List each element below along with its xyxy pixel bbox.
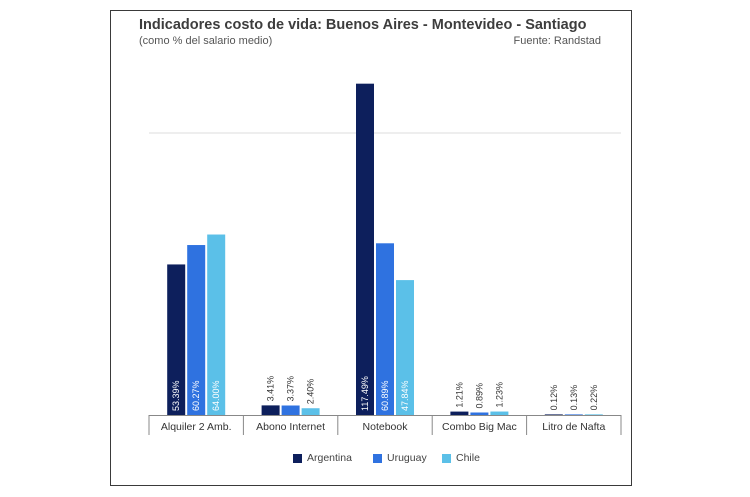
legend-swatch-chile [442, 453, 451, 463]
chart-source: Fuente: Randstad [513, 35, 601, 47]
bar-chile-alquiler-2-amb [207, 234, 226, 415]
category-label-combo-big-mac: Combo Big Mac [442, 421, 517, 433]
bar-chile-notebook [396, 280, 414, 415]
value-label-uruguay-combo-big-mac: 0.89% [474, 383, 484, 409]
bar-chile-abono-internet [301, 408, 320, 415]
bar-argentina-combo-big-mac [450, 411, 469, 415]
bar-uruguay-litro-de-nafta [564, 414, 583, 415]
value-label-argentina-alquiler-2-amb: 53.39% [171, 380, 181, 411]
bar-uruguay-abono-internet [281, 405, 300, 415]
legend-label-chile: Chile [456, 452, 480, 464]
category-label-abono-internet: Abono Internet [256, 421, 325, 433]
bar-chile-litro-de-nafta [584, 414, 603, 415]
category-label-alquiler-2-amb: Alquiler 2 Amb. [161, 421, 232, 433]
value-label-chile-alquiler-2-amb: 64.00% [211, 380, 221, 411]
legend-label-uruguay: Uruguay [387, 452, 427, 464]
value-label-argentina-litro-de-nafta: 0.12% [549, 385, 559, 411]
chart-subtitle: (como % del salario medio) [139, 35, 273, 47]
value-label-chile-litro-de-nafta: 0.22% [589, 385, 599, 411]
legend-label-argentina: Argentina [307, 452, 352, 464]
legend-item-argentina: Argentina [293, 452, 352, 464]
category-label-litro-de-nafta: Litro de Nafta [542, 421, 605, 433]
bar-chile-combo-big-mac [490, 411, 509, 415]
legend-item-uruguay: Uruguay [373, 452, 427, 464]
bar-chart: 53.39% 60.27% 64.00% 3.41% 3.37% 2.40% 117.49%… [148, 83, 622, 435]
bar-argentina-abono-internet [261, 405, 280, 415]
value-label-chile-combo-big-mac: 1.23% [494, 382, 504, 408]
legend-swatch-argentina [293, 453, 302, 463]
bar-uruguay-alquiler-2-amb [187, 245, 206, 415]
bar-argentina-alquiler-2-amb [167, 264, 186, 415]
bar-uruguay-notebook [376, 243, 394, 415]
value-label-argentina-notebook: 117.49% [360, 376, 370, 411]
category-label-notebook: Notebook [363, 421, 409, 433]
legend-item-chile: Chile [442, 452, 480, 464]
value-label-uruguay-notebook: 60.89% [380, 380, 390, 411]
bar-argentina-litro-de-nafta [544, 414, 563, 415]
value-label-uruguay-abono-internet: 3.37% [286, 376, 296, 402]
value-label-argentina-combo-big-mac: 1.21% [454, 382, 464, 408]
legend-swatch-uruguay [373, 453, 382, 463]
value-label-chile-abono-internet: 2.40% [306, 379, 316, 405]
value-label-chile-notebook: 47.84% [400, 380, 410, 411]
bar-argentina-notebook [356, 83, 374, 416]
bar-uruguay-combo-big-mac [470, 412, 489, 415]
chart-frame: Indicadores costo de vida: Buenos Aires … [110, 10, 632, 486]
value-label-uruguay-litro-de-nafta: 0.13% [569, 385, 579, 411]
chart-title: Indicadores costo de vida: Buenos Aires … [139, 17, 587, 33]
value-label-argentina-abono-internet: 3.41% [266, 376, 276, 402]
value-label-uruguay-alquiler-2-amb: 60.27% [191, 380, 201, 411]
